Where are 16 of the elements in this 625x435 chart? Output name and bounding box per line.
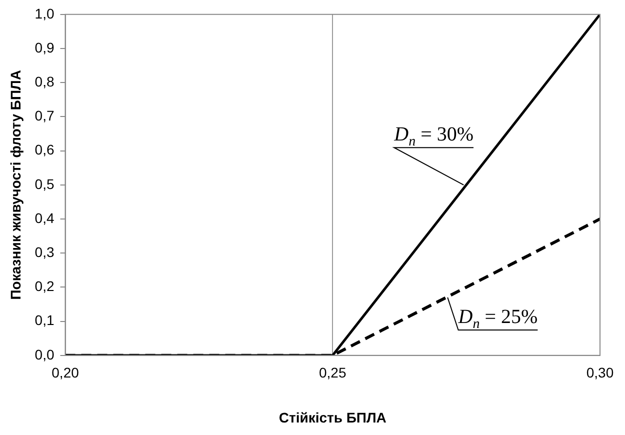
y-tick-label: 0,6: [34, 142, 54, 158]
y-tick-label: 0,9: [34, 39, 54, 56]
y-axis-title: Показник живучості флоту БПЛА: [7, 70, 24, 300]
y-tick-label: 0,8: [34, 73, 54, 90]
x-axis-title: Стійкість БПЛА: [278, 409, 386, 426]
y-tick-label: 0,4: [34, 210, 54, 226]
y-tick-label: 0,2: [34, 278, 54, 294]
y-tick-label: 0,1: [34, 312, 54, 328]
x-tick-label: 0,20: [52, 364, 80, 381]
y-tick-label: 0,0: [34, 346, 54, 362]
y-tick-label: 1,0: [34, 5, 54, 22]
x-tick-label: 0,30: [586, 364, 614, 381]
y-tick-label: 0,5: [34, 176, 54, 192]
y-tick-label: 0,7: [34, 108, 54, 124]
x-tick-label: 0,25: [319, 364, 346, 381]
y-tick-label: 0,3: [34, 244, 54, 260]
